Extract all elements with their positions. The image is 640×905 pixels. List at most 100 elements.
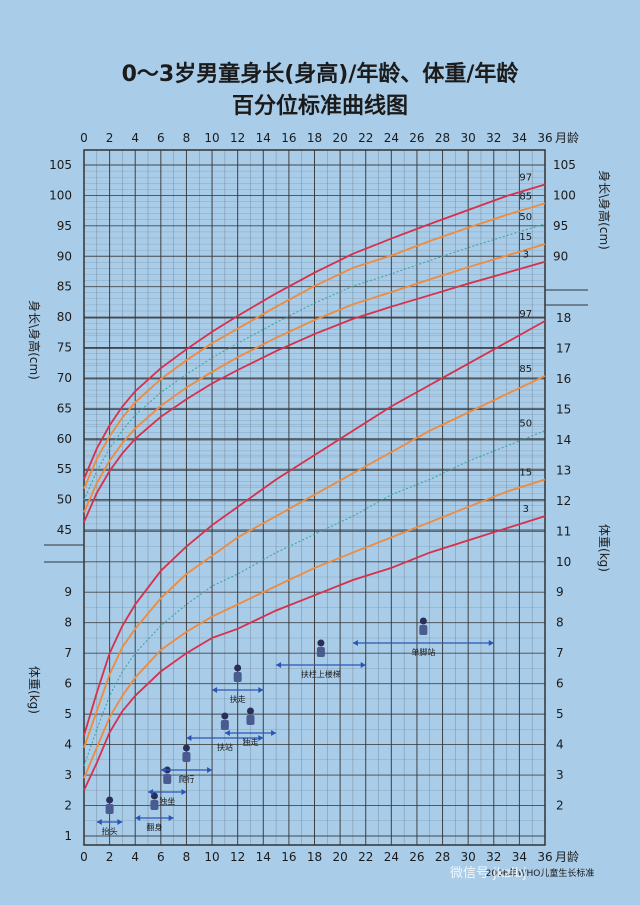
milestone-arrow-start xyxy=(96,819,102,825)
milestone-arrow-end xyxy=(117,819,123,825)
weight-curve-label-p3: 3 xyxy=(523,504,529,515)
x-tick-label-bottom: 30 xyxy=(461,850,476,864)
length-tick-left: 55 xyxy=(57,462,72,476)
length-tick-left: 85 xyxy=(57,280,72,294)
footer-note: 2006年WHO儿童生长标准 xyxy=(486,867,595,879)
length-tick-right: 95 xyxy=(553,219,568,233)
milestone: 扶走 xyxy=(212,664,264,704)
weight-tick-left: 9 xyxy=(64,585,72,599)
weight-tick-left: 2 xyxy=(64,799,72,813)
length-tick-left: 50 xyxy=(57,493,72,507)
x-tick-label-bottom: 10 xyxy=(204,850,219,864)
milestone-arrow-end xyxy=(258,735,264,741)
milestone-arrow-end xyxy=(360,662,366,668)
length-tick-left: 100 xyxy=(49,188,72,202)
milestone: 扶站 xyxy=(186,712,264,752)
child-figure-icon xyxy=(182,744,190,752)
weight-tick-right: 17 xyxy=(556,341,571,355)
x-tick-label-top: 12 xyxy=(230,131,245,145)
milestone-label: 扶栏上楼梯 xyxy=(301,669,341,679)
x-tick-label-top: 18 xyxy=(307,131,322,145)
milestone-arrow-start xyxy=(186,735,192,741)
x-tick-label-top: 34 xyxy=(512,131,527,145)
weight-tick-right: 12 xyxy=(556,494,571,508)
length-curve-label-p50: 50 xyxy=(519,212,532,223)
x-tick-label-top: 0 xyxy=(80,131,88,145)
milestone: 抬头 xyxy=(96,796,123,836)
length-tick-left: 75 xyxy=(57,341,72,355)
milestone-label: 翻身 xyxy=(146,822,162,832)
length-tick-left: 80 xyxy=(57,310,72,324)
milestone: 扶栏上楼梯 xyxy=(276,639,366,679)
child-figure-body xyxy=(246,715,255,725)
length-curve-label-p3: 3 xyxy=(523,250,529,261)
length-tick-left: 60 xyxy=(57,432,72,446)
length-tick-right: 100 xyxy=(553,188,576,202)
child-figure-icon xyxy=(106,796,114,804)
x-tick-label-bottom: 8 xyxy=(183,850,191,864)
milestone-arrow-start xyxy=(160,767,166,773)
length-tick-left: 70 xyxy=(57,371,72,385)
weight-tick-right: 5 xyxy=(556,707,564,721)
weight-tick-right: 14 xyxy=(556,433,571,447)
weight-curve-label-p85: 85 xyxy=(519,364,532,375)
x-tick-label-bottom: 34 xyxy=(512,850,527,864)
milestone-arrow-start xyxy=(148,789,154,795)
x-tick-label-top: 32 xyxy=(486,131,501,145)
weight-tick-left: 5 xyxy=(64,707,72,721)
length-axis-title-left: 身长\身高(cm) xyxy=(27,300,42,380)
x-unit-bottom: 月龄 xyxy=(555,850,579,864)
weight-axis-title-left: 体重(kg) xyxy=(27,666,41,714)
x-tick-label-bottom: 32 xyxy=(486,850,501,864)
weight-tick-right: 11 xyxy=(556,524,571,538)
x-tick-label-bottom: 14 xyxy=(256,850,271,864)
length-tick-right: 105 xyxy=(553,158,576,172)
x-tick-label-bottom: 6 xyxy=(157,850,165,864)
weight-tick-right: 13 xyxy=(556,463,571,477)
x-tick-label-bottom: 18 xyxy=(307,850,322,864)
x-tick-label-top: 2 xyxy=(106,131,114,145)
milestone-arrow-end xyxy=(271,730,277,736)
weight-curve-p85 xyxy=(83,375,546,748)
x-tick-label-top: 22 xyxy=(358,131,373,145)
milestone: 独走 xyxy=(224,707,277,747)
length-curve-p85 xyxy=(83,202,546,489)
weight-tick-left: 4 xyxy=(64,738,72,752)
length-tick-left: 95 xyxy=(57,219,72,233)
weight-tick-right: 18 xyxy=(556,311,571,325)
weight-tick-right: 8 xyxy=(556,616,564,630)
length-tick-left: 105 xyxy=(49,158,72,172)
weight-axis-title-right: 体重(kg) xyxy=(597,524,611,572)
x-tick-label-bottom: 22 xyxy=(358,850,373,864)
milestone-label: 独走 xyxy=(242,737,258,747)
length-tick-left: 45 xyxy=(57,523,72,537)
length-curve-p3 xyxy=(83,260,546,523)
milestone-label: 单脚站 xyxy=(411,647,435,657)
weight-tick-left: 7 xyxy=(64,646,72,660)
weight-curve-p50 xyxy=(83,430,546,767)
weight-tick-right: 3 xyxy=(556,768,564,782)
weight-tick-right: 2 xyxy=(556,799,564,813)
x-tick-label-top: 10 xyxy=(204,131,219,145)
milestone-arrow-start xyxy=(352,640,358,646)
child-figure-body xyxy=(150,800,159,810)
watermark: 微信号 jkzlbj xyxy=(450,866,527,881)
milestone-arrow-end xyxy=(258,687,264,693)
child-figure-icon xyxy=(419,617,427,625)
child-figure-icon xyxy=(317,639,325,647)
x-tick-label-bottom: 2 xyxy=(106,850,114,864)
milestone-arrow-end xyxy=(488,640,494,646)
child-figure-body xyxy=(316,647,325,657)
child-figure-body xyxy=(233,672,242,682)
x-tick-label-top: 28 xyxy=(435,131,450,145)
weight-tick-right: 16 xyxy=(556,372,571,386)
weight-curve-label-p97: 97 xyxy=(519,309,532,320)
x-tick-label-bottom: 16 xyxy=(281,850,296,864)
milestone-arrow-end xyxy=(207,767,213,773)
x-unit-top: 月龄 xyxy=(555,131,579,145)
weight-curve-label-p15: 15 xyxy=(519,467,532,478)
milestone: 翻身 xyxy=(135,792,174,832)
child-figure-body xyxy=(182,752,191,762)
x-tick-label-bottom: 12 xyxy=(230,850,245,864)
